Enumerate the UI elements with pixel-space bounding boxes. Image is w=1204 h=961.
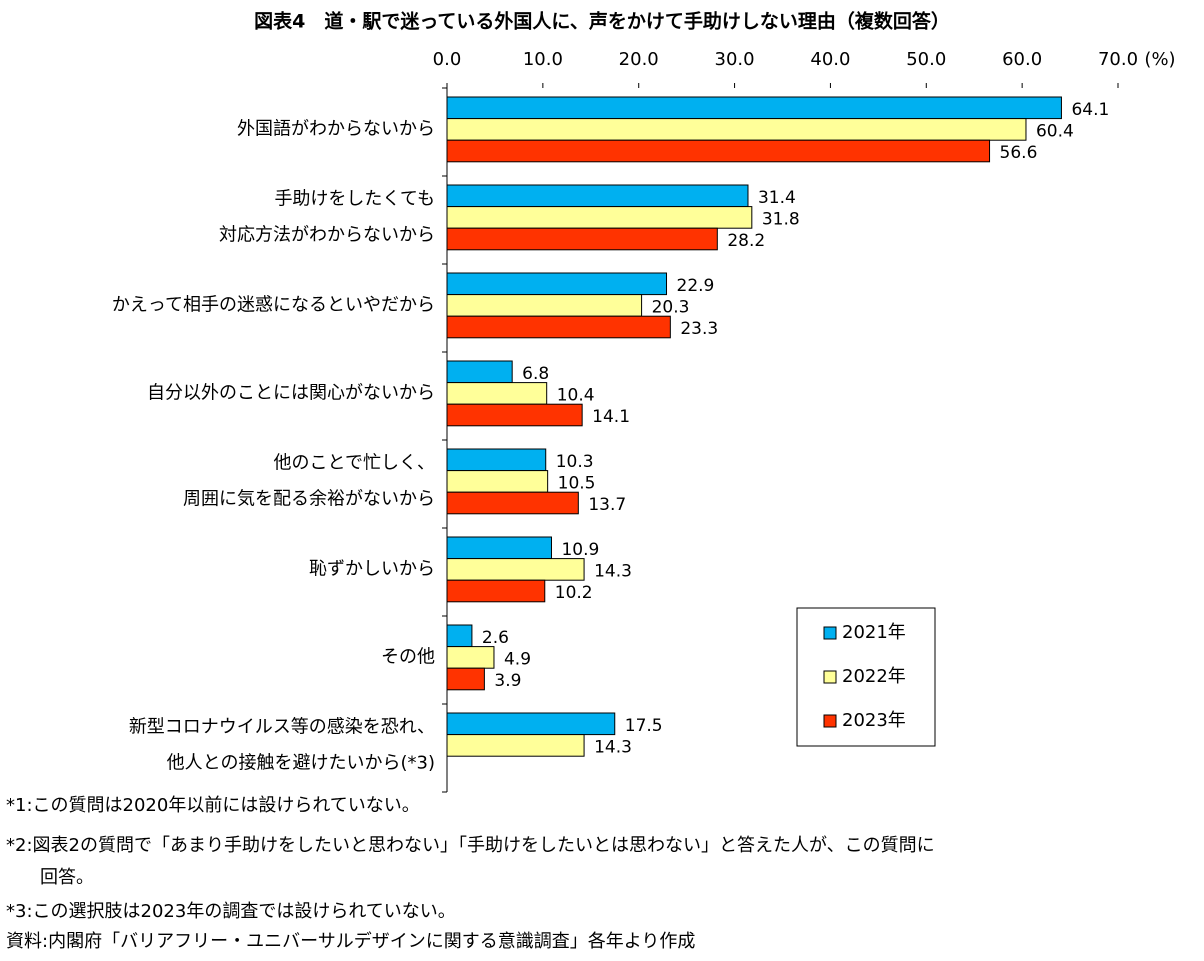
value-label: 56.6 (1000, 143, 1038, 163)
x-tick-label: 70.0 (1098, 49, 1138, 70)
category-label: 恥ずかしいから (309, 558, 435, 579)
bar (446, 712, 616, 736)
bar (446, 184, 749, 208)
value-label: 23.3 (680, 319, 718, 339)
category-label: 手助けをしたくても対応方法がわからないから (219, 188, 435, 245)
bar (446, 579, 546, 603)
value-label: 14.1 (592, 407, 630, 427)
value-label: 10.3 (556, 452, 594, 472)
chart-title: 図表4 道・駅で迷っている外国人に、声をかけて手助けしない理由（複数回答） (254, 10, 950, 33)
bar (446, 667, 485, 691)
bar (446, 624, 473, 648)
category-label: 他のことで忙しく、周囲に気を配る余裕がないから (183, 452, 435, 509)
legend-label: 2022年 (842, 666, 906, 687)
value-label: 3.9 (494, 671, 521, 691)
value-label: 10.5 (558, 473, 596, 493)
legend-swatch (823, 670, 837, 684)
bar (446, 294, 643, 317)
legend-label: 2023年 (842, 710, 906, 731)
bar (446, 360, 513, 384)
category-label: 新型コロナウイルス等の感染を恐れ、他人との接触を避けたいから(*3) (129, 716, 435, 773)
category-label: 自分以外のことには関心がないから (147, 382, 435, 403)
bar (446, 272, 668, 296)
value-label: 28.2 (727, 231, 765, 251)
footnote: *3:この選択肢は2023年の調査では設けられていない。 (6, 901, 456, 922)
bar (446, 118, 1027, 141)
bar (446, 96, 1062, 120)
value-label: 64.1 (1071, 100, 1109, 120)
legend-swatch (823, 626, 837, 640)
bar (446, 536, 552, 560)
category-label: 外国語がわからないから (237, 118, 435, 139)
value-label: 2.6 (482, 628, 509, 648)
legend-swatch (823, 714, 837, 728)
value-label: 31.4 (758, 188, 796, 208)
value-label: 31.8 (762, 209, 800, 229)
bar (446, 139, 991, 163)
footnote: *2:図表2の質問で「あまり手助けをしたいと思わない」「手助けをしたいとは思わな… (6, 835, 935, 856)
value-label: 10.9 (561, 540, 599, 560)
value-label: 17.5 (625, 716, 663, 736)
x-tick-label: 0.0 (433, 49, 462, 70)
value-label: 60.4 (1036, 121, 1074, 141)
bar (446, 734, 585, 757)
value-label: 14.3 (594, 561, 632, 581)
bar (446, 646, 495, 669)
x-tick-label: 40.0 (810, 49, 850, 70)
bar (446, 403, 583, 427)
value-label: 6.8 (522, 364, 549, 384)
bar (446, 206, 753, 229)
footnote: 資料:内閣府「バリアフリー・ユニバーサルデザインに関する意識調査」各年より作成 (6, 931, 695, 952)
value-label: 4.9 (504, 649, 531, 669)
x-axis-label: (%) (1144, 49, 1175, 70)
bar (446, 448, 547, 472)
value-label: 13.7 (588, 495, 626, 515)
legend-box (796, 607, 936, 747)
category-label: その他 (381, 646, 435, 667)
bar (446, 470, 549, 493)
bar (446, 491, 579, 515)
bar (446, 382, 548, 405)
value-label: 10.4 (557, 385, 595, 405)
value-label: 20.3 (652, 297, 690, 317)
legend-label: 2021年 (842, 622, 906, 643)
value-label: 14.3 (594, 737, 632, 757)
x-tick-label: 10.0 (523, 49, 563, 70)
footnote: 回答。 (40, 867, 94, 888)
bar (446, 227, 718, 251)
value-label: 22.9 (677, 276, 715, 296)
x-tick-label: 60.0 (1002, 49, 1042, 70)
footnote: *1:この質問は2020年以前には設けられていない。 (6, 795, 420, 816)
x-tick-label: 20.0 (619, 49, 659, 70)
x-tick-label: 50.0 (906, 49, 946, 70)
category-label: かえって相手の迷惑になるといやだから (112, 294, 435, 315)
value-label: 10.2 (555, 583, 593, 603)
bar (446, 315, 671, 339)
x-tick-label: 30.0 (715, 49, 755, 70)
bar (446, 558, 585, 581)
